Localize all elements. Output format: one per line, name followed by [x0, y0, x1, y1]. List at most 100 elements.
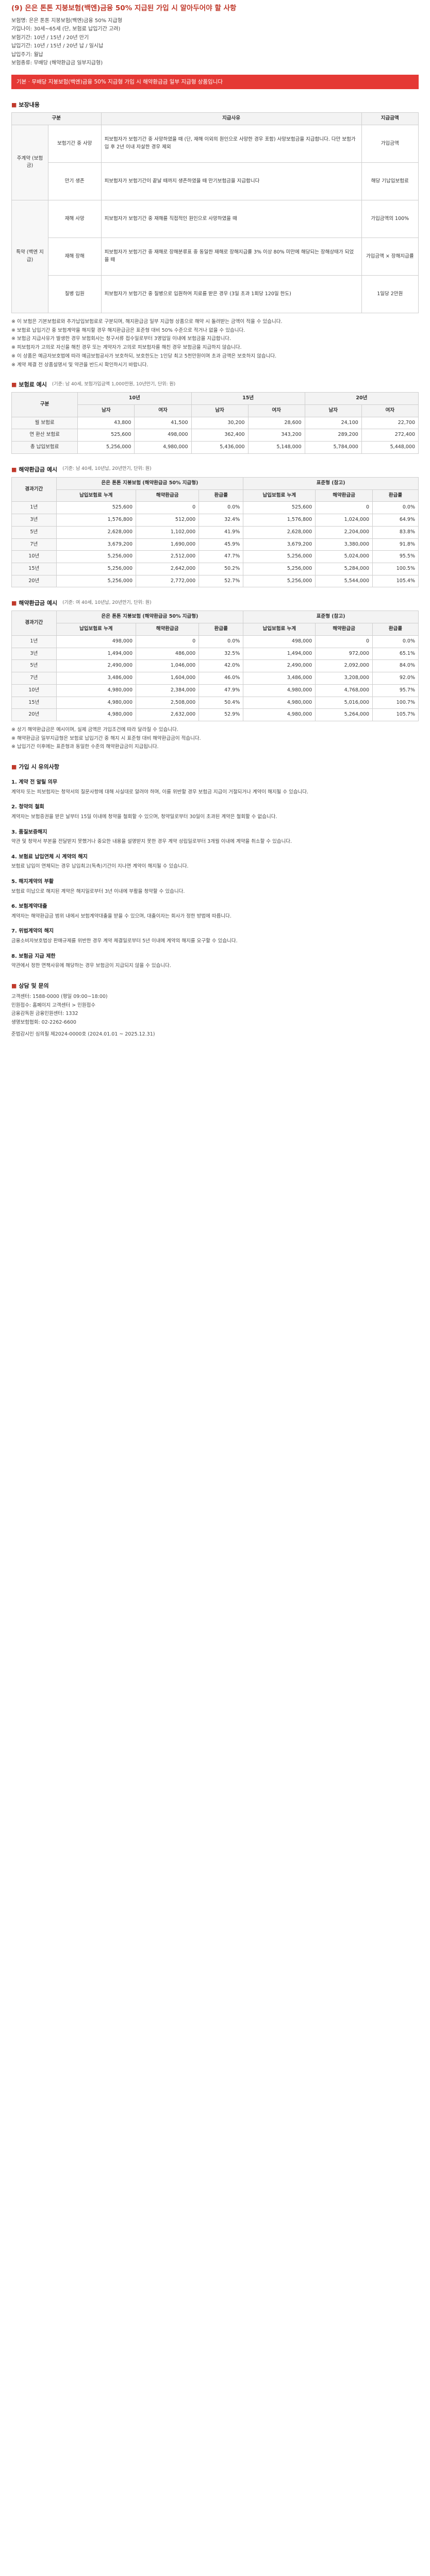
table-cell: 4,980,000: [56, 684, 137, 697]
col-header: 지급사유: [101, 112, 362, 125]
benefit-reason: 피보험자가 보험기간 중 질병으로 입원하여 치료를 받은 경우 (3일 초과 …: [101, 275, 362, 313]
col-header: 환급률: [372, 623, 419, 636]
contacts-section-title: ■ 상담 및 문의: [11, 981, 419, 990]
contact-line: 생명보험협회: 02-2262-6600: [11, 1020, 76, 1026]
col-header: 지급금액: [361, 112, 419, 125]
benefit-amount: 가입금액의 100%: [361, 199, 419, 238]
check-text: 약관에서 정한 면책사유에 해당하는 경우 보험금이 지급되지 않을 수 있습니…: [11, 963, 171, 969]
contact-line: 금융감독원 금융민원센터: 1332: [11, 1011, 78, 1017]
period-cell: 15년: [11, 696, 57, 709]
table-cell: 5,284,000: [315, 562, 373, 575]
table-cell: 2,642,000: [135, 562, 200, 575]
bullet-icon: ■: [11, 101, 17, 109]
benefit-name: 보험기간 중 사망: [48, 124, 102, 163]
table-cell: 91.8%: [372, 538, 419, 551]
benefit-reason: 피보험자가 보험기간 중 사망하였을 때 (단, 재해 이외의 원인으로 사망한…: [101, 124, 362, 163]
section-label: 해약환급금 예시: [19, 600, 58, 607]
intro-line: 보험종류: 무배당 (해약환급금 일부지급형): [11, 60, 103, 66]
note-line: ※ 상기 해약환급금은 예시이며, 실제 금액은 가입조건에 따라 달라질 수 …: [11, 726, 178, 733]
table-cell: 2,490,000: [243, 659, 316, 673]
note-line: ※ 이 보험은 기본보험료와 추가납입보험료로 구분되며, 해지환급금 일부 지…: [11, 318, 283, 325]
sub-header: 여자: [361, 404, 419, 417]
table-cell: 5,544,000: [315, 574, 373, 588]
benefit-notes: ※ 이 보험은 기본보험료와 추가납입보험료로 구분되며, 해지환급금 일부 지…: [11, 318, 419, 369]
period-cell: 15년: [11, 562, 57, 575]
table-cell: 5,448,000: [361, 441, 419, 454]
table-cell: 498,000: [134, 429, 192, 442]
table-cell: 498,000: [243, 635, 316, 648]
note-line: ※ 피보험자가 고의로 자신을 해친 경우 또는 계약자가 고의로 피보험자를 …: [11, 345, 242, 351]
refund-section-title-1: ■ 해약환급금 예시 (기준: 남 40세, 10년납, 20년만기, 단위: 원): [11, 465, 419, 474]
benefit-reason: 피보험자가 보험기간 중 재해로 장해분류표 중 동일한 재해로 장해지급률 3…: [101, 237, 362, 276]
table-row: 20년 5,256,000 2,772,000 52.7% 5,256,000 5,544…: [11, 574, 419, 588]
benefit-section-title: ■ 보장내용: [11, 100, 419, 109]
sub-header: 남자: [77, 404, 135, 417]
group-header: 은은 톤톤 지붕보험 (해약환급금 50% 지급형): [56, 611, 244, 624]
intro: 보험명: 은은 톤톤 지붕보험(백엔)금융 50% 지급형 가입나이: 30세~…: [11, 17, 419, 67]
period-cell: 10년: [11, 684, 57, 697]
table-cell: 4,980,000: [243, 684, 316, 697]
table-cell: 4,980,000: [243, 696, 316, 709]
benefit-amount: 1일당 2만원: [361, 275, 419, 313]
notice-banner: 기본 · 무배당 지붕보험(백엔)금융 50% 지급형 가입 시 해약환급금 일…: [11, 74, 419, 90]
table-cell: 4,980,000: [243, 708, 316, 721]
table-cell: 42.0%: [199, 659, 244, 673]
table-row: 연 환산 보험료 525,600 498,000 362,400 343,200 289,…: [11, 429, 419, 442]
benefit-table: 구분 지급사유 지급금액 주계약 (보험금) 보험기간 중 사망 피보험자가 보…: [11, 112, 419, 313]
period-cell: 7년: [11, 538, 57, 551]
table-row: 총 납입보험료 5,256,000 4,980,000 5,436,000 5,148,…: [11, 441, 419, 454]
table-cell: 84.0%: [372, 659, 419, 673]
intro-line: 보험명: 은은 톤톤 지붕보험(백엔)금융 50% 지급형: [11, 18, 122, 24]
refund-section-title-2: ■ 해약환급금 예시 (기준: 여 40세, 10년납, 20년만기, 단위: 원): [11, 599, 419, 607]
group-header: 표준형 (참고): [243, 611, 419, 624]
row-label: 총 납입보험료: [11, 441, 78, 454]
group-cell: 주계약 (보험금): [11, 124, 48, 200]
check-heading: 7. 위법계약의 해지: [11, 928, 54, 935]
table-cell: 52.7%: [199, 574, 244, 588]
unit-label: (기준: 여 40세, 10년납, 20년만기, 단위: 원): [62, 600, 152, 605]
col-header: 납입보험료 누계: [56, 623, 137, 636]
table-cell: 5,256,000: [56, 550, 137, 563]
table-cell: 5,016,000: [315, 696, 373, 709]
table-cell: 4,768,000: [315, 684, 373, 697]
col-header: 납입보험료 누계: [243, 623, 316, 636]
sub-header: 남자: [304, 404, 362, 417]
table-row: 3년 1,576,800 512,000 32.4% 1,576,800 1,024,00…: [11, 514, 419, 527]
table-cell: 5,256,000: [56, 562, 137, 575]
sub-header: 여자: [134, 404, 192, 417]
table-cell: 1,046,000: [135, 659, 200, 673]
table-cell: 2,628,000: [243, 526, 316, 539]
period-cell: 20년: [11, 708, 57, 721]
col-header: 10년: [77, 392, 192, 405]
table-cell: 5,256,000: [243, 562, 316, 575]
table-cell: 1,576,800: [243, 514, 316, 527]
table-cell: 47.9%: [199, 684, 244, 697]
sub-header: 여자: [247, 404, 305, 417]
unit-label: (기준: 남 40세, 보험가입금액 1,000만원, 10년만기, 단위: 원…: [52, 381, 176, 387]
footer-approval: 준법감시인 심의필 제2024-0000호 (2024.01.01 ~ 2025…: [11, 1031, 155, 1037]
check-text: 약관 및 청약서 부본을 전달받지 못했거나 중요한 내용을 설명받지 못한 경…: [11, 839, 292, 845]
contacts: 고객센터: 1588-0000 (평일 09:00~18:00) 민원접수: 홈…: [11, 993, 419, 1027]
table-cell: 525,600: [243, 501, 316, 515]
check-text: 계약자는 보험증권을 받은 날부터 15일 이내에 청약을 철회할 수 있으며,…: [11, 814, 277, 820]
table-cell: 1,576,800: [56, 514, 137, 527]
table-cell: 3,679,200: [56, 538, 137, 551]
period-cell: 1년: [11, 635, 57, 648]
table-row: 만기 생존 피보험자가 보험기간이 끝날 때까지 생존하였을 때 만기보험금을 …: [12, 162, 419, 200]
table-cell: 289,200: [304, 429, 362, 442]
table-cell: 2,384,000: [135, 684, 200, 697]
table-cell: 1,604,000: [135, 672, 200, 685]
period-cell: 1년: [11, 501, 57, 515]
benefit-reason: 피보험자가 보험기간이 끝날 때까지 생존하였을 때 만기보험금을 지급합니다: [101, 162, 362, 200]
intro-line: 납입기간: 10년 / 15년 / 20년 납 / 일시납: [11, 43, 104, 49]
table-row: 1년 498,000 0 0.0% 498,000 0 0.0%: [11, 635, 419, 648]
table-cell: 41,500: [134, 416, 192, 430]
table-cell: 65.1%: [372, 647, 419, 660]
benefit-amount: 가입금액 × 장해지급률: [361, 237, 419, 276]
check-heading: 3. 품질보증해지: [11, 829, 47, 835]
group-header: 은은 톤톤 지붕보험 (해약환급금 50% 지급형): [56, 477, 244, 490]
table-cell: 105.7%: [372, 708, 419, 721]
table-cell: 3,486,000: [56, 672, 137, 685]
col-header: 해약환급금: [315, 623, 373, 636]
table-cell: 2,512,000: [135, 550, 200, 563]
